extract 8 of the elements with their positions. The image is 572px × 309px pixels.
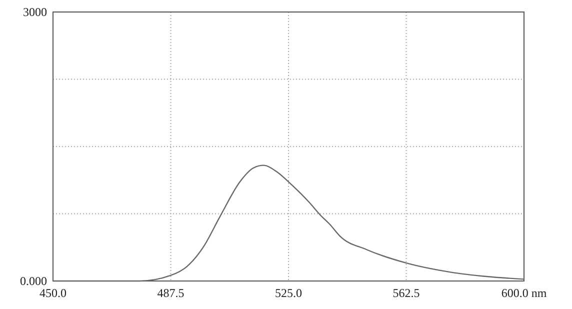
line-series: [52, 164, 525, 282]
y-tick-label: 0.000: [20, 274, 47, 288]
x-tick-label: 487.5: [157, 286, 184, 300]
x-tick-label: 562.5: [392, 286, 420, 300]
y-tick-label: 3000: [23, 5, 47, 19]
x-tick-label: 450.0: [40, 286, 66, 300]
x-tick-label: 525.0: [275, 286, 302, 300]
x-tick-label: 600.0 nm: [501, 286, 548, 300]
